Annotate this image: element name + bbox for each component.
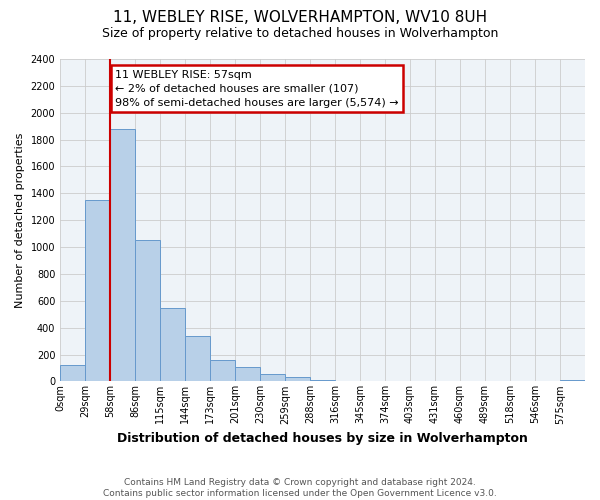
Text: Size of property relative to detached houses in Wolverhampton: Size of property relative to detached ho… <box>102 28 498 40</box>
Bar <box>260 374 285 382</box>
Bar <box>160 308 185 382</box>
Bar <box>335 380 360 382</box>
Text: 11, WEBLEY RISE, WOLVERHAMPTON, WV10 8UH: 11, WEBLEY RISE, WOLVERHAMPTON, WV10 8UH <box>113 10 487 25</box>
Bar <box>310 380 335 382</box>
Bar <box>560 380 585 382</box>
Bar <box>235 366 260 382</box>
Bar <box>185 336 210 382</box>
Bar <box>135 240 160 382</box>
Y-axis label: Number of detached properties: Number of detached properties <box>15 132 25 308</box>
Bar <box>210 360 235 382</box>
Text: Contains HM Land Registry data © Crown copyright and database right 2024.
Contai: Contains HM Land Registry data © Crown c… <box>103 478 497 498</box>
Bar <box>85 200 110 382</box>
Bar <box>285 378 310 382</box>
Bar <box>110 129 135 382</box>
X-axis label: Distribution of detached houses by size in Wolverhampton: Distribution of detached houses by size … <box>117 432 528 445</box>
Bar <box>60 364 85 382</box>
Text: 11 WEBLEY RISE: 57sqm
← 2% of detached houses are smaller (107)
98% of semi-deta: 11 WEBLEY RISE: 57sqm ← 2% of detached h… <box>115 70 399 108</box>
